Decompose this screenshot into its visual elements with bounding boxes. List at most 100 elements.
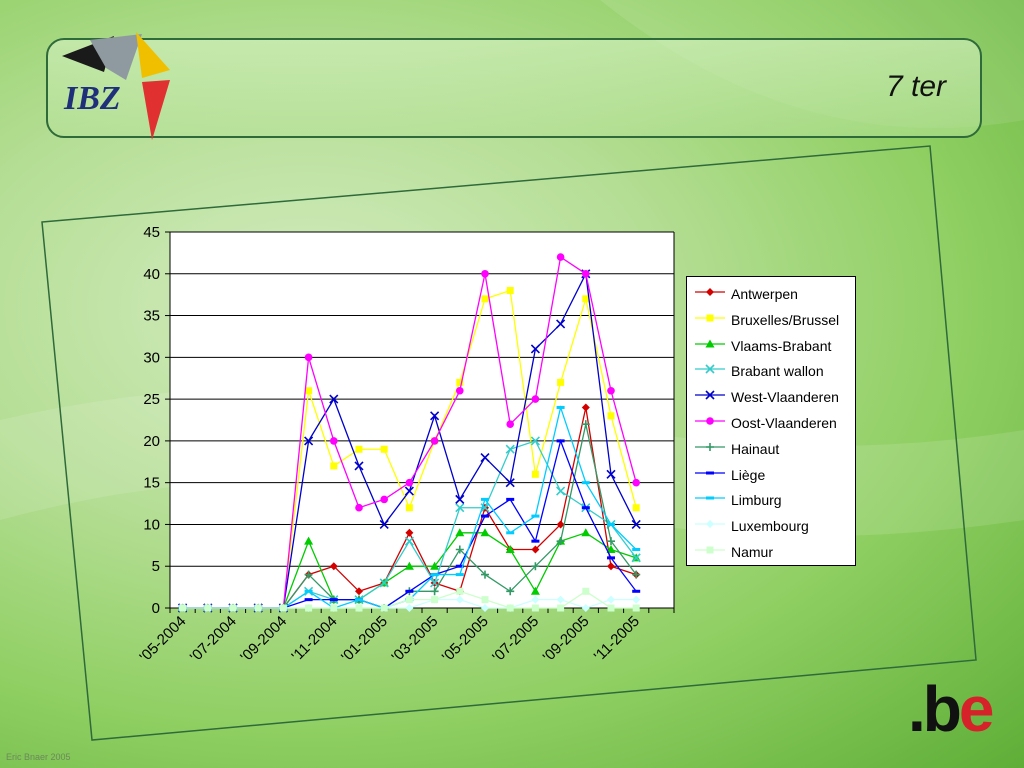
legend-marker: [705, 364, 715, 374]
data-point: [481, 604, 489, 612]
legend-item: West-Vlaanderen: [687, 387, 857, 407]
legend-item: Namur: [687, 542, 857, 562]
data-point: [480, 453, 490, 463]
data-point: [405, 604, 414, 612]
data-point: [632, 548, 641, 552]
y-tick-label: 40: [143, 266, 160, 283]
y-tick-label: 5: [152, 558, 160, 575]
data-point: [581, 604, 590, 612]
data-point: [329, 562, 338, 571]
legend-item: Hainaut: [687, 439, 857, 459]
data-point: [329, 394, 339, 404]
data-point: [531, 470, 539, 478]
data-point: [530, 586, 540, 595]
legend-label: Hainaut: [731, 440, 780, 457]
legend-label: Liège: [731, 466, 766, 483]
data-point: [305, 387, 313, 395]
data-point: [607, 412, 615, 420]
legend-item: Bruxelles/Brussel: [687, 310, 857, 330]
data-point: [607, 562, 615, 571]
x-tick-label: '07-2004: [187, 613, 240, 666]
data-point: [430, 573, 439, 577]
legend-swatch: [695, 288, 725, 296]
data-point: [505, 478, 515, 488]
data-point: [455, 494, 465, 504]
x-tick-label: '03-2005: [388, 613, 441, 666]
data-point: [581, 506, 590, 510]
data-point: [556, 253, 565, 261]
legend-swatch: [695, 364, 725, 374]
data-point: [455, 573, 464, 577]
data-point: [632, 604, 640, 612]
data-point: [481, 295, 489, 303]
slide-number: 7 ter: [885, 70, 946, 103]
data-point: [431, 596, 439, 604]
legend-marker: [706, 314, 714, 322]
data-point: [531, 595, 540, 604]
logo-text: IBZ: [64, 80, 121, 117]
data-point: [456, 378, 464, 386]
data-point: [556, 405, 565, 409]
data-point: [456, 386, 464, 395]
data-point: [606, 545, 616, 554]
data-point: [557, 378, 565, 386]
data-point: [607, 604, 615, 612]
legend-marker: [706, 496, 714, 500]
data-point: [506, 587, 515, 596]
data-point: [229, 604, 237, 612]
x-tick-label: '11-2005: [591, 613, 643, 665]
data-point: [456, 587, 464, 595]
data-point: [304, 598, 313, 602]
data-point: [330, 462, 338, 470]
legend-swatch: [695, 314, 725, 322]
data-point: [481, 596, 489, 604]
data-point: [531, 395, 540, 403]
legend-item: Brabant wallon: [687, 361, 857, 381]
axes: [169, 232, 675, 613]
data-point: [405, 596, 413, 604]
data-point: [631, 519, 641, 530]
legend-swatch: [695, 417, 725, 425]
y-tick-label: 0: [152, 600, 160, 617]
data-point: [480, 528, 490, 537]
data-point: [204, 604, 212, 612]
data-point: [355, 587, 363, 596]
data-point: [606, 469, 616, 479]
data-point: [355, 445, 363, 453]
legend-marker: [706, 442, 714, 451]
data-point: [530, 344, 540, 354]
data-point: [556, 319, 566, 329]
data-point: [455, 528, 465, 537]
header-panel: [46, 38, 982, 138]
data-point: [430, 587, 439, 596]
data-point: [607, 386, 615, 395]
data-point: [582, 295, 590, 303]
legend-swatch: [695, 471, 725, 475]
data-point: [480, 503, 490, 513]
x-tick-label: '05-2004: [136, 613, 189, 666]
legend-marker: [706, 288, 714, 296]
data-point: [405, 504, 413, 512]
data-point: [581, 528, 591, 537]
ibz-logo-icon: [62, 32, 170, 140]
data-point: [379, 578, 389, 588]
data-point: [430, 561, 440, 570]
legend-marker: [706, 520, 714, 529]
legend-swatch: [695, 496, 725, 500]
plot-area: [170, 232, 674, 608]
data-point: [304, 570, 313, 579]
data-point: [330, 437, 338, 445]
data-point: [354, 461, 364, 471]
legend-item: Liège: [687, 465, 857, 485]
data-point: [455, 545, 464, 554]
data-point: [556, 595, 565, 604]
x-tick-label: '09-2005: [540, 613, 593, 666]
data-point: [506, 497, 515, 501]
y-tick-label: 20: [143, 433, 160, 450]
data-point: [581, 481, 590, 485]
legend-label: Limburg: [731, 492, 782, 509]
x-tick-label: '01-2005: [338, 613, 391, 666]
data-point: [279, 604, 287, 612]
data-point: [405, 528, 414, 537]
